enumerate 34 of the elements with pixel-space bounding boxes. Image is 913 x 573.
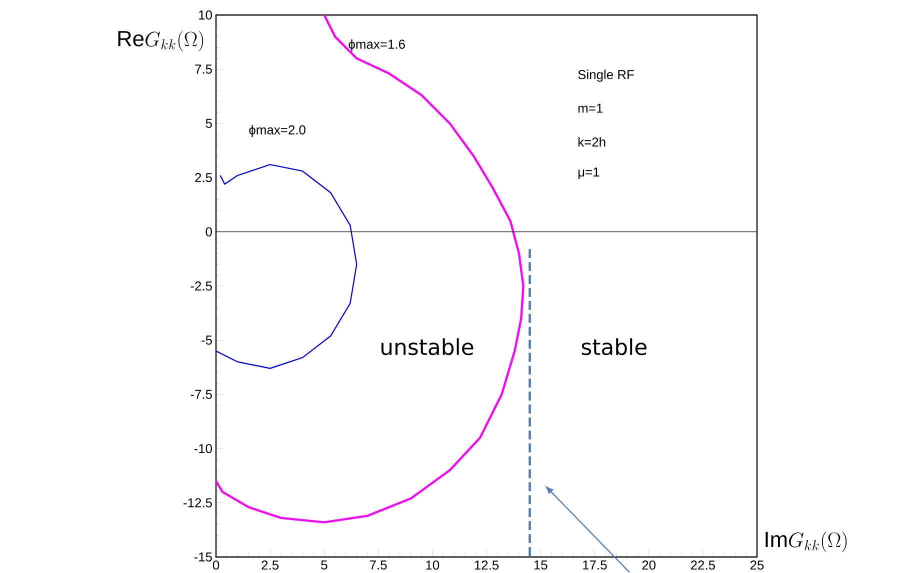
y-tick-label: 5 — [206, 118, 212, 128]
y-tick-label: 0 — [206, 227, 212, 236]
annotation: ϕmax=1.6 — [348, 39, 405, 52]
x-tick-label: 15 — [534, 560, 548, 570]
y-tick-label: -12.5 — [184, 498, 212, 508]
x-tick-label: 12.5 — [474, 560, 499, 570]
x-tick-label: 0 — [212, 560, 220, 570]
annotation: k=2h — [578, 137, 606, 147]
y-tick-label: -7.5 — [190, 390, 212, 399]
annotation: m=1 — [578, 104, 603, 113]
x-tick-label: 2.5 — [262, 560, 279, 570]
line-series — [215, 164, 358, 369]
x-axis-title: $\mathrm{Im}G_{kk}(\Omega)$ — [766, 532, 847, 552]
y-axis-title: $\mathrm{Re}G_{kk}(\Omega)$ — [118, 30, 204, 52]
x-tick-label: 17.5 — [583, 560, 607, 570]
x-tick-label: 22.5 — [690, 560, 715, 570]
x-tick-label: 5 — [321, 560, 328, 570]
x-tick-label: 20 — [642, 560, 656, 570]
y-tick-label: 10 — [199, 10, 212, 20]
y-tick-label: -2.5 — [190, 281, 212, 291]
y-tick-label: -10 — [194, 444, 212, 454]
annotation: Single RF — [578, 70, 634, 82]
x-tick-label: 25 — [750, 560, 764, 570]
x-tick-label: 10 — [426, 560, 440, 570]
y-tick-label: -5 — [202, 336, 212, 345]
y-tick-label: -15 — [194, 552, 212, 562]
annotation: ϕmax=2.0 — [249, 124, 306, 138]
annotation: stable — [582, 338, 646, 356]
annotation: μ=1 — [578, 168, 600, 179]
y-tick-label: 7.5 — [195, 64, 212, 74]
line-series — [214, 14, 524, 524]
y-tick-label: 2.5 — [195, 173, 212, 182]
annotation: unstable — [381, 338, 474, 356]
x-tick-label: 7.5 — [370, 560, 387, 570]
